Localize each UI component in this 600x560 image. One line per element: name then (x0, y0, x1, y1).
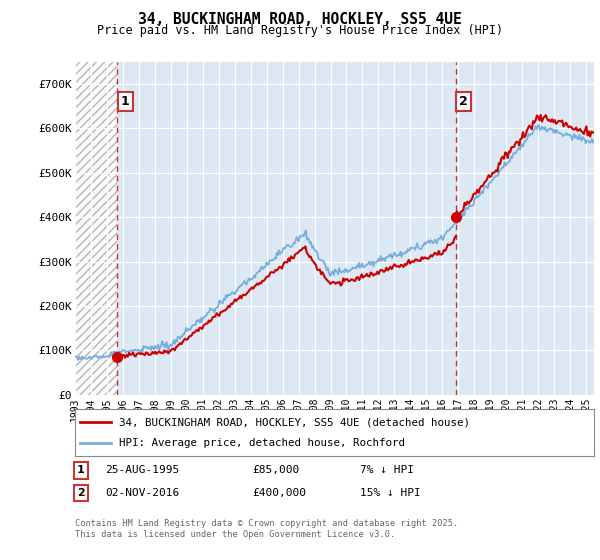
Text: 34, BUCKINGHAM ROAD, HOCKLEY, SS5 4UE (detached house): 34, BUCKINGHAM ROAD, HOCKLEY, SS5 4UE (d… (119, 417, 470, 427)
Text: £85,000: £85,000 (252, 465, 299, 475)
Text: 2: 2 (77, 488, 85, 498)
Bar (75, 62, 118, 395)
Text: Contains HM Land Registry data © Crown copyright and database right 2025.
This d: Contains HM Land Registry data © Crown c… (75, 520, 458, 539)
Text: 1: 1 (121, 95, 130, 108)
Text: 7% ↓ HPI: 7% ↓ HPI (360, 465, 414, 475)
Text: 2: 2 (460, 95, 468, 108)
Text: £400,000: £400,000 (252, 488, 306, 498)
Text: 02-NOV-2016: 02-NOV-2016 (105, 488, 179, 498)
Text: 25-AUG-1995: 25-AUG-1995 (105, 465, 179, 475)
Text: 34, BUCKINGHAM ROAD, HOCKLEY, SS5 4UE: 34, BUCKINGHAM ROAD, HOCKLEY, SS5 4UE (138, 12, 462, 27)
Text: Price paid vs. HM Land Registry's House Price Index (HPI): Price paid vs. HM Land Registry's House … (97, 24, 503, 38)
Text: 1: 1 (77, 465, 85, 475)
Text: HPI: Average price, detached house, Rochford: HPI: Average price, detached house, Roch… (119, 438, 405, 448)
Text: 15% ↓ HPI: 15% ↓ HPI (360, 488, 421, 498)
